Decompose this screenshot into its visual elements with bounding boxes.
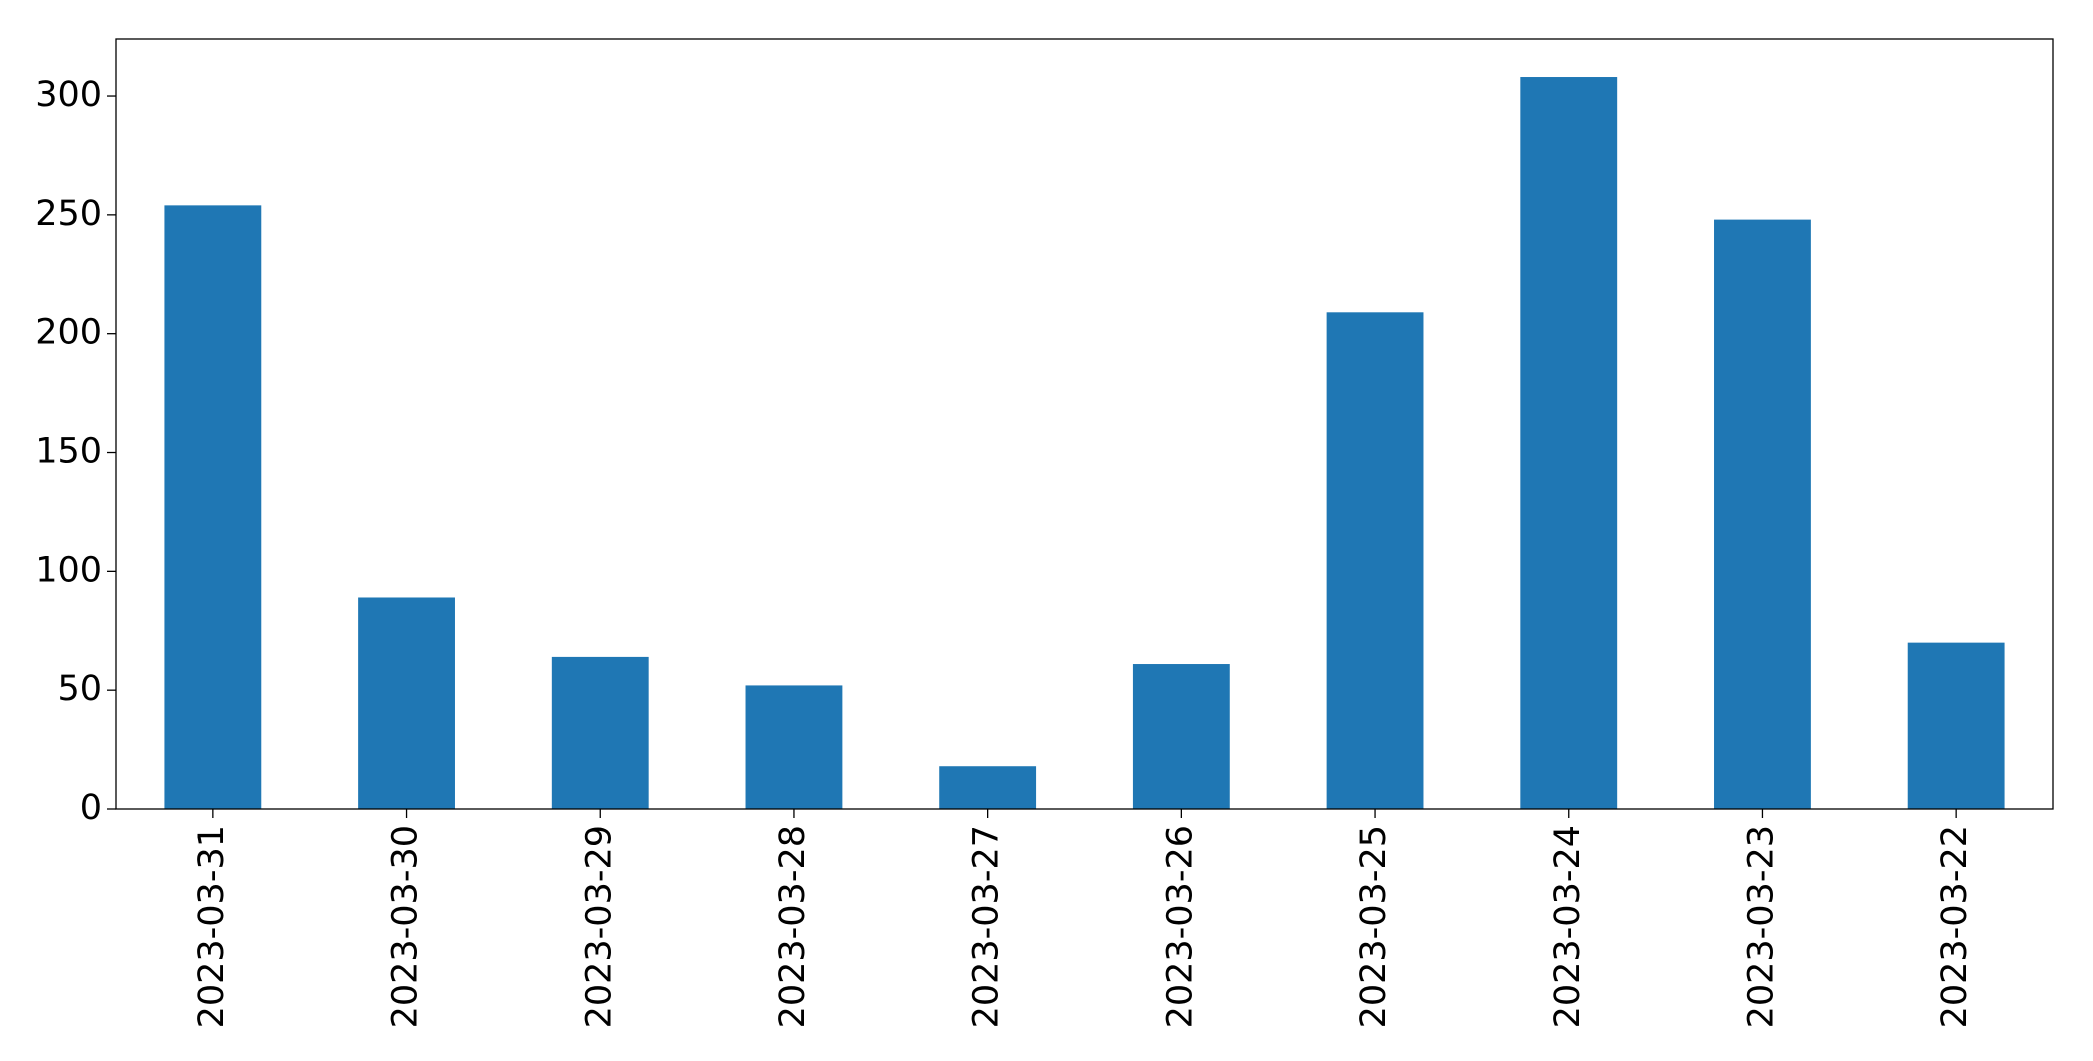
bar	[1520, 77, 1618, 810]
bar	[1326, 312, 1424, 809]
x-tick-label: 2023-03-22	[1935, 825, 1975, 1028]
y-tick-label: 200	[35, 313, 102, 353]
bar	[1132, 664, 1230, 809]
x-tick-label: 2023-03-23	[1741, 825, 1781, 1028]
bar	[358, 597, 455, 809]
y-tick-label: 250	[35, 194, 102, 234]
bar	[551, 656, 649, 809]
y-tick-label: 150	[35, 432, 102, 472]
x-tick-label: 2023-03-29	[579, 825, 619, 1028]
x-tick-label: 2023-03-27	[967, 825, 1007, 1028]
y-tick-label: 50	[57, 669, 102, 709]
y-tick-label: 300	[35, 75, 102, 115]
bar	[1907, 642, 2005, 809]
y-tick-label: 0	[80, 788, 102, 828]
plot-frame	[115, 38, 2054, 810]
x-tick-label: 2023-03-25	[1354, 825, 1394, 1028]
x-tick-label: 2023-03-31	[192, 825, 232, 1028]
y-tick-label: 100	[35, 550, 102, 590]
bar	[1714, 219, 1811, 809]
x-tick-label: 2023-03-30	[386, 825, 426, 1028]
bar	[939, 766, 1037, 809]
bar	[745, 685, 843, 809]
x-tick-label: 2023-03-28	[773, 825, 813, 1028]
x-tick-label: 2023-03-26	[1160, 825, 1200, 1028]
bar	[164, 205, 262, 809]
x-tick-label: 2023-03-24	[1548, 825, 1588, 1028]
